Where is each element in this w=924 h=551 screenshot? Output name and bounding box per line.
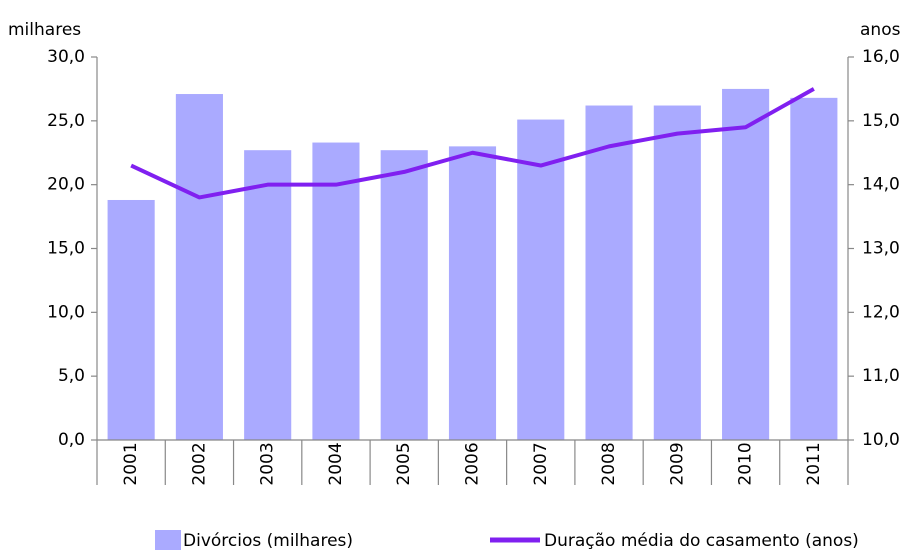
bar [517,119,565,440]
y-tick-label: 10,0 [47,302,85,322]
line [130,87,815,200]
x-tick-label: 2009 [667,442,687,485]
y-tick-label: 15,0 [47,239,85,259]
y2-axis-label: anos [860,20,901,40]
legend-label: Divórcios (milhares) [183,531,353,551]
x-tick-label: 2003 [258,442,278,485]
y2-tick-label: 13,0 [862,239,900,259]
bar [653,105,701,440]
bar [790,97,838,440]
y2-tick-label: 15,0 [862,111,900,131]
bar [107,199,155,440]
y2-tick-label: 14,0 [862,175,900,195]
x-tick-label: 2007 [531,442,551,485]
x-tick-label: 2006 [463,442,483,485]
legend-swatch [155,530,181,550]
bar [380,150,428,441]
y-tick-label: 5,0 [58,366,85,386]
x-tick-label: 2010 [736,442,756,485]
x-tick-label: 2001 [121,442,141,485]
bar [175,94,223,441]
y2-tick-label: 12,0 [862,302,900,322]
x-tick-label: 2004 [326,442,346,485]
x-tick-label: 2005 [394,442,414,485]
bar [244,150,292,441]
y-tick-label: 0,0 [58,430,85,450]
y-tick-label: 25,0 [47,111,85,131]
legend-label: Duração média do casamento (anos) [544,531,859,551]
y2-tick-label: 16,0 [862,47,900,67]
bar [585,105,633,440]
x-tick-label: 2008 [599,442,619,485]
y-tick-label: 30,0 [47,47,85,67]
y-axis-label: milhares [8,20,81,40]
y2-tick-label: 11,0 [862,366,900,386]
y2-tick-label: 10,0 [862,430,900,450]
x-tick-label: 2002 [189,442,209,485]
y-tick-label: 20,0 [47,175,85,195]
bar [722,88,770,441]
bar [448,146,497,440]
bar [312,142,360,440]
x-tick-label: 2011 [804,442,824,485]
